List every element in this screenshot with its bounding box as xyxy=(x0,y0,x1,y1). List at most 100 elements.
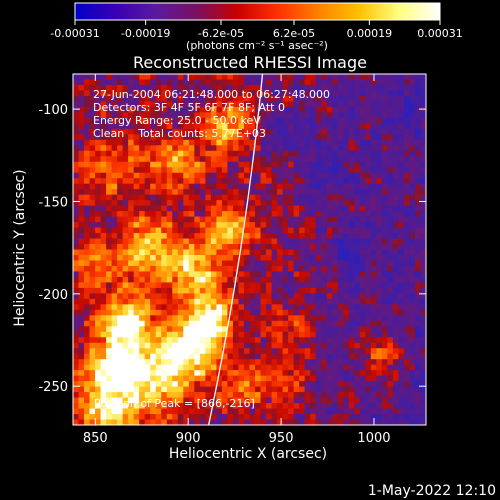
heatmap-cell xyxy=(403,386,411,393)
heatmap-cell xyxy=(199,150,206,157)
heatmap-cell xyxy=(315,194,322,201)
heatmap-cell xyxy=(166,183,173,190)
heatmap-cell xyxy=(155,112,162,119)
heatmap-cell xyxy=(210,353,218,360)
heatmap-cell xyxy=(150,233,157,240)
heatmap-cell xyxy=(221,276,229,283)
heatmap-cell xyxy=(161,90,168,97)
heatmap-cell xyxy=(155,397,162,404)
heatmap-cell xyxy=(166,403,173,410)
heatmap-cell xyxy=(299,309,306,316)
heatmap-cell xyxy=(255,216,262,223)
heatmap-cell xyxy=(155,139,162,146)
heatmap-cell xyxy=(370,123,377,130)
heatmap-cell xyxy=(376,298,383,305)
heatmap-cell xyxy=(205,244,212,251)
heatmap-cell xyxy=(177,183,184,190)
heatmap-cell xyxy=(381,403,388,410)
heatmap-cell xyxy=(310,403,317,410)
heatmap-cell xyxy=(155,254,162,262)
heatmap-cell xyxy=(277,304,284,311)
heatmap-cell xyxy=(260,161,267,168)
heatmap-cell xyxy=(282,364,289,371)
heatmap-cell xyxy=(144,282,151,289)
heatmap-cell xyxy=(155,348,162,355)
heatmap-cell xyxy=(277,233,284,240)
heatmap-cell xyxy=(84,139,91,146)
heatmap-cell xyxy=(348,304,355,311)
heatmap-cell xyxy=(266,414,273,421)
heatmap-cell xyxy=(216,79,223,86)
heatmap-cell xyxy=(106,238,113,245)
heatmap-cell xyxy=(337,364,344,371)
heatmap-cell xyxy=(150,139,157,146)
heatmap-cell xyxy=(150,298,157,305)
heatmap-cell xyxy=(199,74,206,81)
heatmap-cell xyxy=(381,123,388,130)
heatmap-cell xyxy=(414,101,422,108)
heatmap-cell xyxy=(315,139,322,146)
heatmap-cell xyxy=(166,386,173,393)
heatmap-cell xyxy=(420,408,426,415)
heatmap-cell xyxy=(304,375,311,382)
heatmap-cell xyxy=(326,156,333,163)
heatmap-cell xyxy=(304,364,311,371)
heatmap-cell xyxy=(177,194,184,201)
heatmap-cell xyxy=(194,106,201,113)
heatmap-cell xyxy=(304,139,311,146)
heatmap-cell xyxy=(277,353,284,360)
heatmap-cell xyxy=(326,271,333,278)
heatmap-cell xyxy=(238,249,245,256)
heatmap-cell xyxy=(128,156,135,163)
heatmap-cell xyxy=(277,227,284,234)
heatmap-cell xyxy=(288,287,295,294)
heatmap-cell xyxy=(188,183,195,190)
heatmap-cell xyxy=(210,331,218,338)
heatmap-cell xyxy=(172,90,179,97)
heatmap-cell xyxy=(166,84,173,92)
heatmap-cell xyxy=(403,320,411,327)
heatmap-cell xyxy=(403,408,411,415)
heatmap-cell xyxy=(216,128,223,135)
heatmap-cell xyxy=(117,342,124,349)
heatmap-cell xyxy=(232,183,240,190)
heatmap-cell xyxy=(133,293,140,300)
heatmap-cell xyxy=(227,293,234,300)
heatmap-cell xyxy=(232,265,240,273)
heatmap-cell xyxy=(293,101,300,108)
heatmap-cell xyxy=(106,79,113,86)
x-tick-label: 900 xyxy=(176,431,201,446)
heatmap-cell xyxy=(155,128,162,135)
heatmap-cell xyxy=(122,326,129,333)
heatmap-cell xyxy=(210,150,218,157)
heatmap-cell xyxy=(221,364,229,371)
heatmap-cell xyxy=(288,364,295,371)
heatmap-cell xyxy=(348,348,355,355)
heatmap-cell xyxy=(117,90,124,97)
heatmap-cell xyxy=(216,298,223,305)
heatmap-cell xyxy=(403,370,411,377)
heatmap-cell xyxy=(343,79,350,86)
heatmap-cell xyxy=(326,167,333,174)
heatmap-cell xyxy=(387,249,394,256)
heatmap-cell xyxy=(315,359,322,366)
heatmap-cell xyxy=(299,172,306,179)
heatmap-cell xyxy=(73,227,80,234)
heatmap-cell xyxy=(376,353,383,360)
heatmap-cell xyxy=(398,375,405,382)
heatmap-cell xyxy=(238,189,245,196)
heatmap-cell xyxy=(403,84,411,92)
heatmap-cell xyxy=(409,128,416,135)
heatmap-cell xyxy=(359,117,366,124)
heatmap-cell xyxy=(139,315,146,322)
heatmap-cell xyxy=(117,359,124,366)
heatmap-cell xyxy=(249,397,256,404)
heatmap-cell xyxy=(403,178,411,185)
heatmap-cell xyxy=(249,95,256,103)
heatmap-cell xyxy=(238,145,245,152)
heatmap-cell xyxy=(282,227,289,234)
heatmap-cell xyxy=(392,194,400,201)
heatmap-cell xyxy=(117,392,124,399)
heatmap-cell xyxy=(117,161,124,168)
heatmap-cell xyxy=(117,353,124,360)
